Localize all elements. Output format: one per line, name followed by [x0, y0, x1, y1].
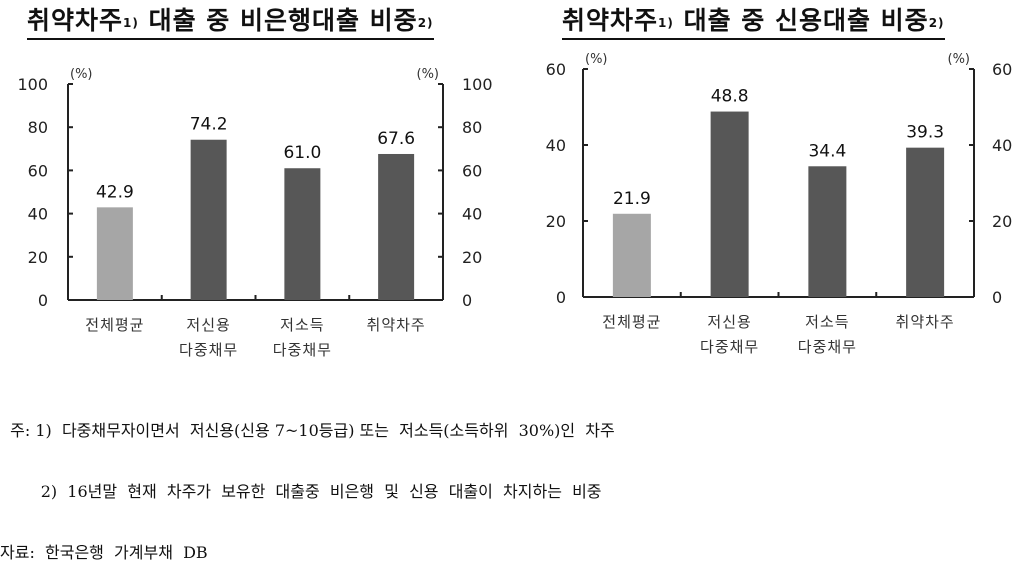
title-text: 취약차주 — [27, 6, 124, 35]
y-tick-label-left: 60 — [28, 161, 48, 180]
unit-label-right: (%) — [948, 52, 971, 67]
y-tick-label-right: 0 — [462, 291, 472, 310]
y-tick-label-left: 60 — [546, 60, 566, 79]
bar-value-label: 34.4 — [808, 141, 846, 161]
unit-label-right: (%) — [417, 67, 440, 82]
bar — [808, 166, 847, 297]
footnote-2: 2) 16년말 현재 차주가 보유한 대출중 비은행 및 신용 대출이 차지하는… — [0, 482, 602, 501]
bar-value-label: 61.0 — [283, 143, 321, 163]
unit-label-left: (%) — [70, 67, 93, 82]
category-label: 저신용 — [707, 313, 751, 331]
bar — [612, 213, 651, 297]
y-tick-label-right: 20 — [992, 212, 1012, 231]
footnote-marker: 2) — [928, 16, 945, 30]
bar — [710, 111, 749, 297]
y-tick-label-right: 40 — [462, 205, 482, 224]
y-tick-label-right: 0 — [992, 288, 1002, 307]
y-tick-label-right: 60 — [462, 161, 482, 180]
bar-value-label: 48.8 — [711, 87, 749, 107]
y-tick-label-left: 100 — [17, 75, 48, 94]
y-tick-label-left: 80 — [28, 118, 48, 137]
footnote-marker: 1) — [658, 16, 674, 30]
y-tick-label-right: 60 — [992, 60, 1012, 79]
bar-value-label: 21.9 — [613, 189, 651, 209]
y-tick-label-right: 40 — [992, 136, 1012, 155]
charts-canvas: 0 0 20 20 40 40 60 60 80 80 100 100 (%) (%) 42.9 전체평균 74… — [17, 52, 1012, 359]
category-label: 취약차주 — [367, 316, 426, 334]
y-tick-label-left: 20 — [28, 248, 48, 267]
y-tick-label-left: 20 — [546, 212, 566, 231]
bar-value-label: 67.6 — [377, 129, 415, 149]
bar — [284, 168, 321, 300]
category-label: 다중채무 — [798, 338, 857, 356]
category-label: 취약차주 — [896, 313, 955, 331]
bar — [190, 139, 227, 300]
footnotes: 주: 1) 다중채무자이면서 저신용(신용 7~10등급) 또는 저소득(소득하… — [0, 381, 615, 584]
category-label: 다중채무 — [700, 338, 759, 356]
title-text: 대출 중 비은행대출 비중 — [138, 6, 418, 35]
category-label: 저소득 — [805, 313, 849, 331]
bar-value-label: 74.2 — [190, 115, 228, 135]
bar — [96, 207, 133, 300]
y-tick-label-left: 0 — [556, 288, 566, 307]
footnote-marker: 2) — [417, 16, 434, 30]
y-tick-label-left: 0 — [38, 291, 48, 310]
title-text: 취약차주 — [562, 6, 659, 35]
y-tick-label-right: 20 — [462, 248, 482, 267]
category-label: 전체평균 — [85, 316, 144, 334]
category-label: 다중채무 — [179, 341, 238, 359]
category-label: 저소득 — [280, 316, 324, 334]
title-text: 대출 중 신용대출 비중 — [673, 6, 929, 35]
chart-title-nonbank: 취약차주1) 대출 중 비은행대출 비중2) — [27, 4, 434, 40]
bar-value-label: 42.9 — [96, 182, 134, 202]
bar — [906, 147, 945, 297]
y-tick-label-right: 80 — [462, 118, 482, 137]
unit-label-left: (%) — [585, 52, 608, 67]
category-label: 저신용 — [186, 316, 230, 334]
source-note: 자료: 한국은행 가계부채 DB — [0, 543, 208, 562]
y-tick-label-right: 100 — [462, 75, 493, 94]
bar-value-label: 39.3 — [906, 123, 944, 143]
bar — [378, 153, 415, 300]
y-tick-label-left: 40 — [28, 205, 48, 224]
category-label: 다중채무 — [273, 341, 332, 359]
footnote-marker: 1) — [123, 16, 139, 30]
y-tick-label-left: 40 — [546, 136, 566, 155]
chart-title-credit: 취약차주1) 대출 중 신용대출 비중2) — [562, 4, 945, 40]
category-label: 전체평균 — [602, 313, 661, 331]
footnote-1: 주: 1) 다중채무자이면서 저신용(신용 7~10등급) 또는 저소득(소득하… — [0, 421, 615, 440]
